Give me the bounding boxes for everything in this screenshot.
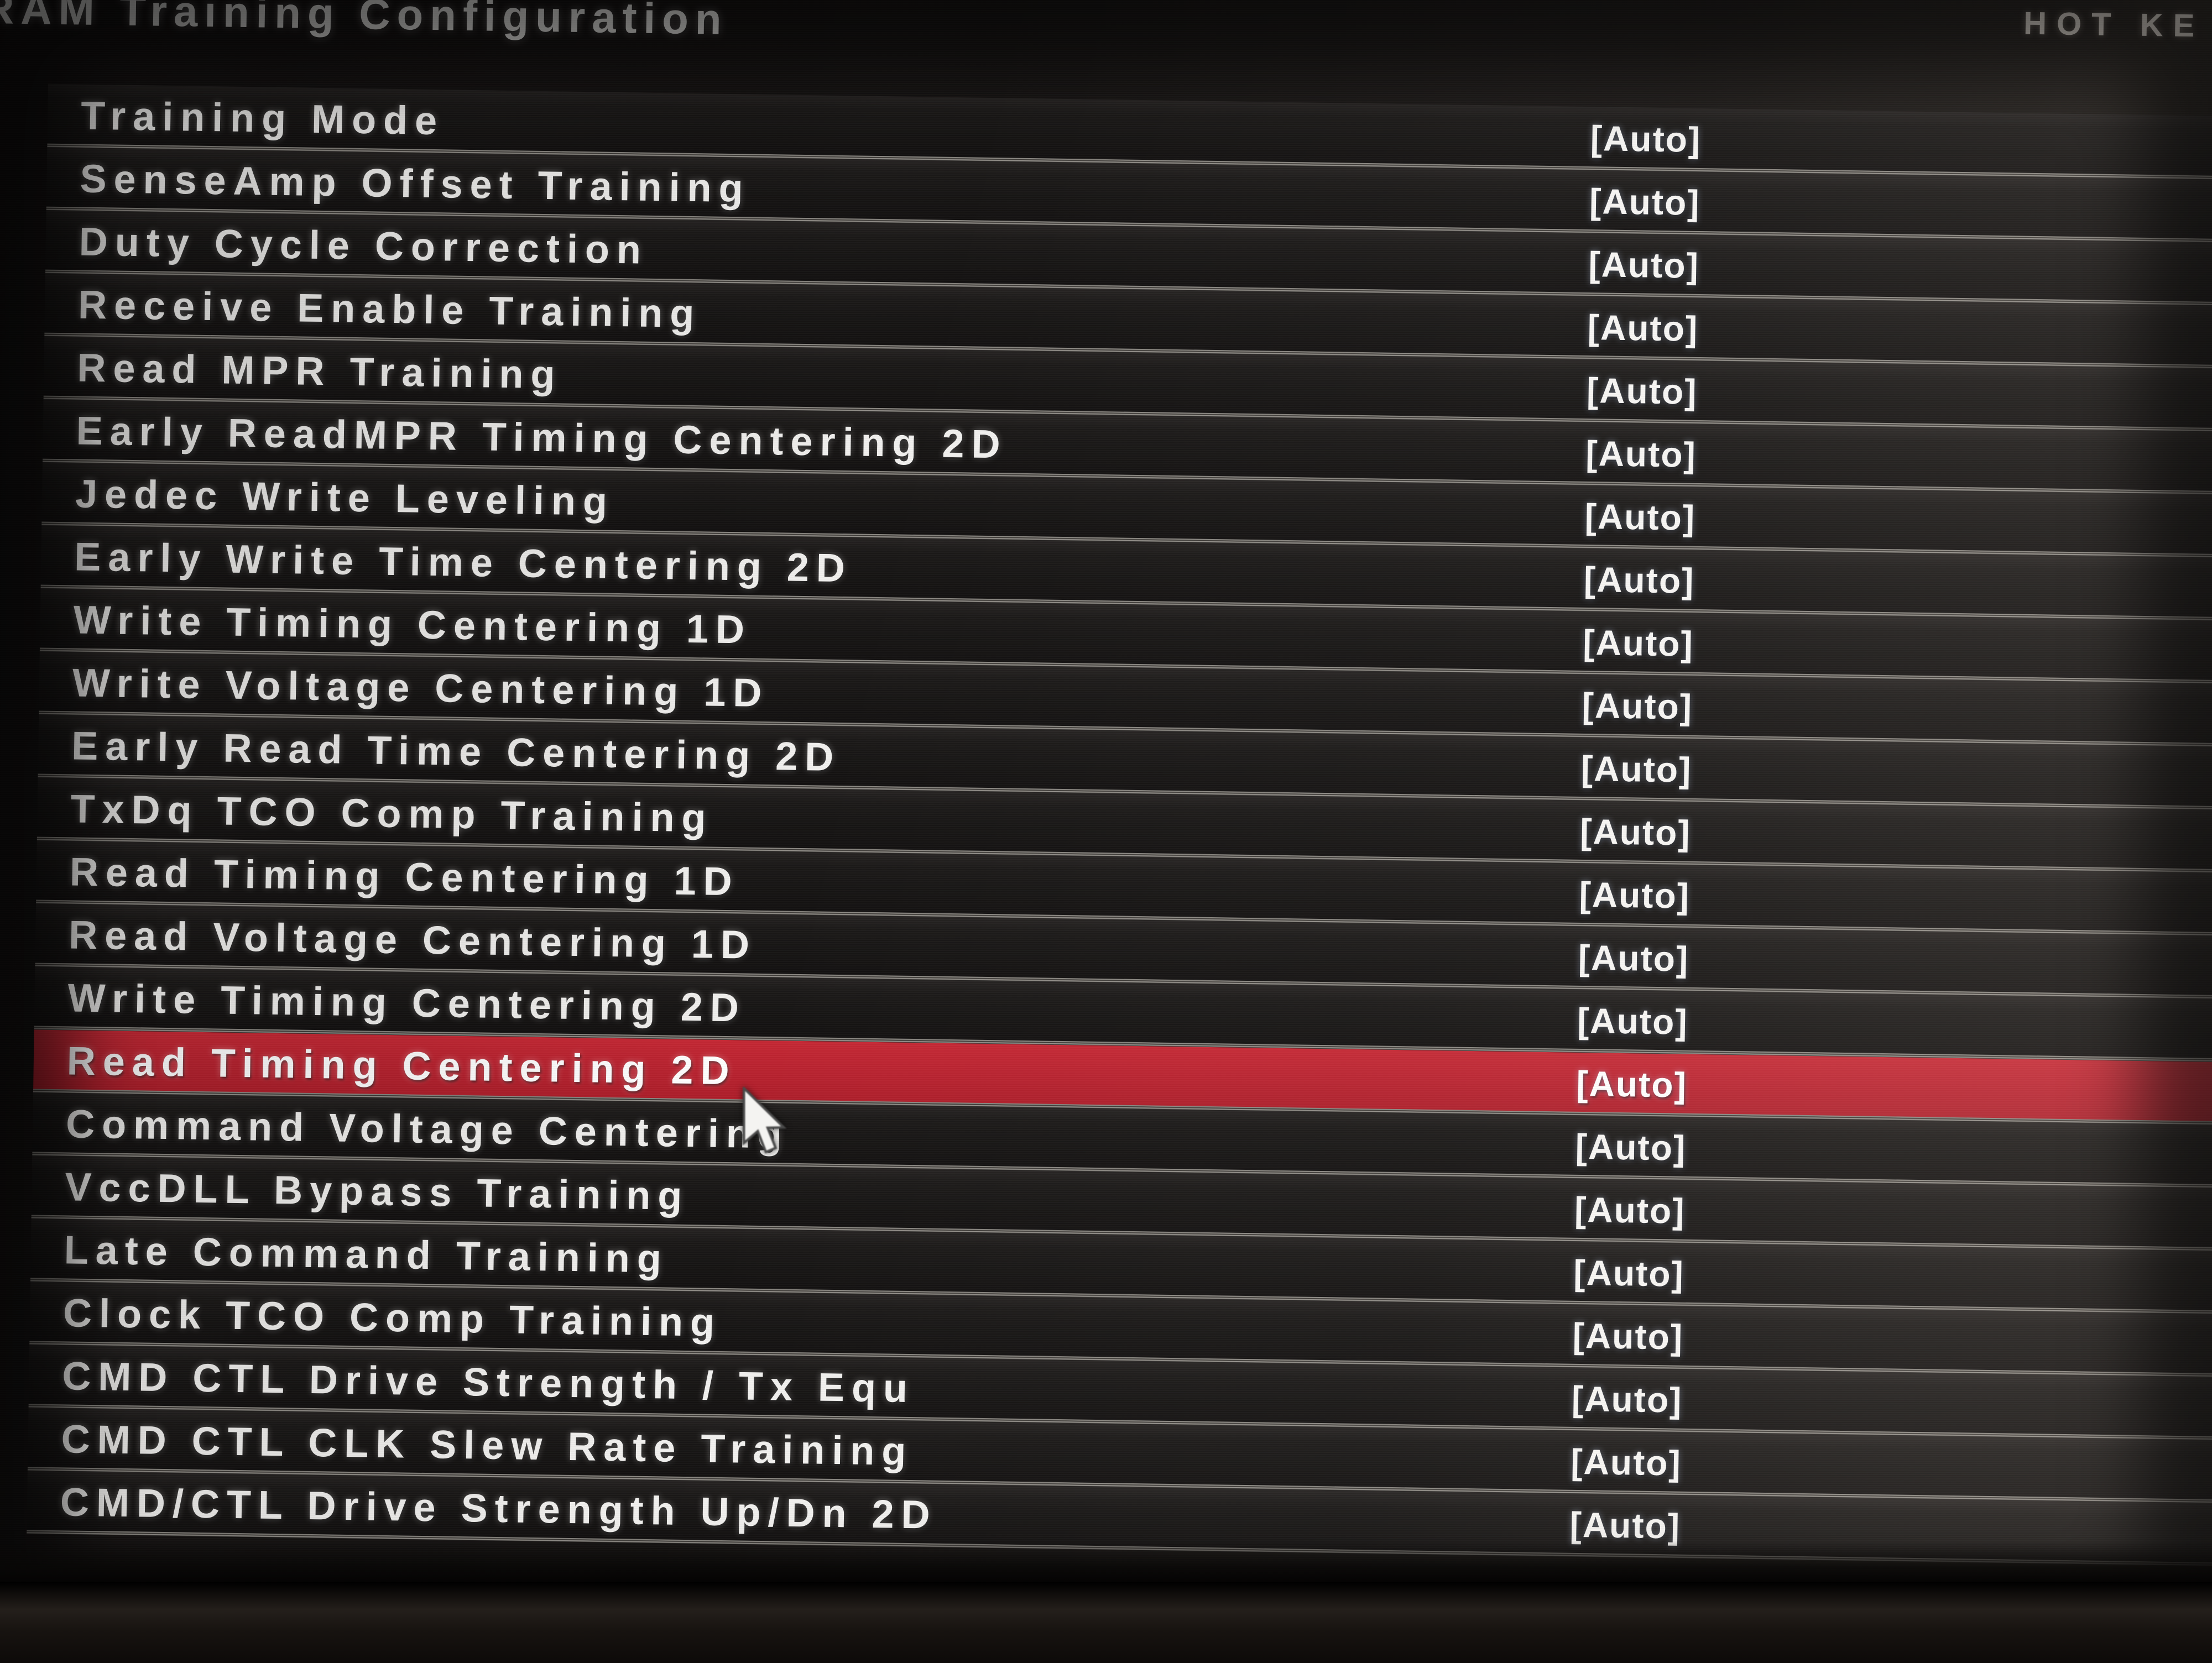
menu-item-value[interactable]: [Auto] [1588, 244, 1700, 286]
menu-item-value[interactable]: [Auto] [1587, 307, 1699, 349]
menu-item-label: Write Timing Centering 1D [73, 598, 752, 652]
menu-item-value[interactable]: [Auto] [1589, 181, 1701, 223]
menu-item-value[interactable]: [Auto] [1576, 1063, 1688, 1105]
menu-item-value[interactable]: [Auto] [1570, 1441, 1682, 1483]
menu-item-label: Read Timing Centering 1D [69, 850, 740, 904]
menu-item-value[interactable]: [Auto] [1590, 118, 1702, 160]
screen-content: RAM Training Configuration HOT KE Traini… [0, 0, 2212, 1567]
menu-item-label: Jedec Write Leveling [75, 472, 615, 524]
menu-item-label: Early ReadMPR Timing Centering 2D [76, 409, 1008, 467]
menu-item-value[interactable]: [Auto] [1583, 559, 1695, 601]
menu-item-value[interactable]: [Auto] [1586, 370, 1698, 412]
menu-item-label: Read Timing Centering 2D [66, 1039, 737, 1094]
page-title: RAM Training Configuration [0, 0, 729, 44]
menu-item-value[interactable]: [Auto] [1580, 748, 1692, 790]
menu-item-label: Read Voltage Centering 1D [68, 913, 757, 968]
menu-item-value[interactable]: [Auto] [1569, 1504, 1681, 1546]
menu-item-label: Late Command Training [64, 1228, 669, 1282]
menu-item-label: VccDLL Bypass Training [64, 1165, 690, 1219]
menu-item-value[interactable]: [Auto] [1577, 1000, 1689, 1042]
menu-item-label: Clock TCO Comp Training [62, 1291, 722, 1345]
menu-item-label: Write Timing Centering 2D [67, 976, 747, 1031]
menu-item-label: CMD CTL Drive Strength / Tx Equ [61, 1354, 915, 1411]
menu-item-value[interactable]: [Auto] [1572, 1315, 1684, 1357]
menu-item-label: TxDq TCO Comp Training [70, 787, 714, 841]
menu-item-label: Duty Cycle Correction [79, 219, 649, 273]
menu-item-label: Command Voltage Centering [65, 1102, 790, 1157]
menu-item-label: Read MPR Training [76, 346, 563, 398]
menu-item-label: Early Read Time Centering 2D [71, 724, 841, 780]
hotkey-hint-label: HOT KE [2023, 5, 2205, 44]
menu-item-label: CMD/CTL Drive Strength Up/Dn 2D [60, 1480, 938, 1538]
menu-item-value[interactable]: [Auto] [1579, 874, 1691, 916]
menu-item-label: Early Write Time Centering 2D [74, 535, 853, 591]
screen-bottom-fade [0, 1541, 2212, 1583]
menu-item-value[interactable]: [Auto] [1578, 937, 1689, 979]
menu-item-label: SenseAmp Offset Training [79, 156, 751, 211]
mouse-arrow-cursor [743, 1087, 787, 1154]
menu-item-value[interactable]: [Auto] [1571, 1378, 1683, 1420]
menu-item-value[interactable]: [Auto] [1574, 1189, 1686, 1231]
menu-item-value[interactable]: [Auto] [1584, 496, 1696, 538]
menu-item-value[interactable]: [Auto] [1579, 811, 1692, 853]
menu-item-value[interactable]: [Auto] [1575, 1126, 1687, 1168]
menu-item-label: Write Voltage Centering 1D [72, 661, 769, 716]
menu-item-value[interactable]: [Auto] [1582, 622, 1694, 664]
menu-item-label: Receive Enable Training [77, 283, 702, 337]
menu-item-label: CMD CTL CLK Slew Rate Training [61, 1417, 914, 1474]
menu-item-value[interactable]: [Auto] [1573, 1252, 1685, 1294]
menu-item-value[interactable]: [Auto] [1585, 433, 1697, 475]
monitor-bezel: GIGABYTE [0, 1582, 2212, 1663]
menu-list: Training Mode [Auto] SenseAmp Offset Tra… [27, 83, 2212, 1567]
menu-item-label: Training Mode [80, 93, 445, 144]
menu-item-value[interactable]: [Auto] [1582, 685, 1693, 727]
